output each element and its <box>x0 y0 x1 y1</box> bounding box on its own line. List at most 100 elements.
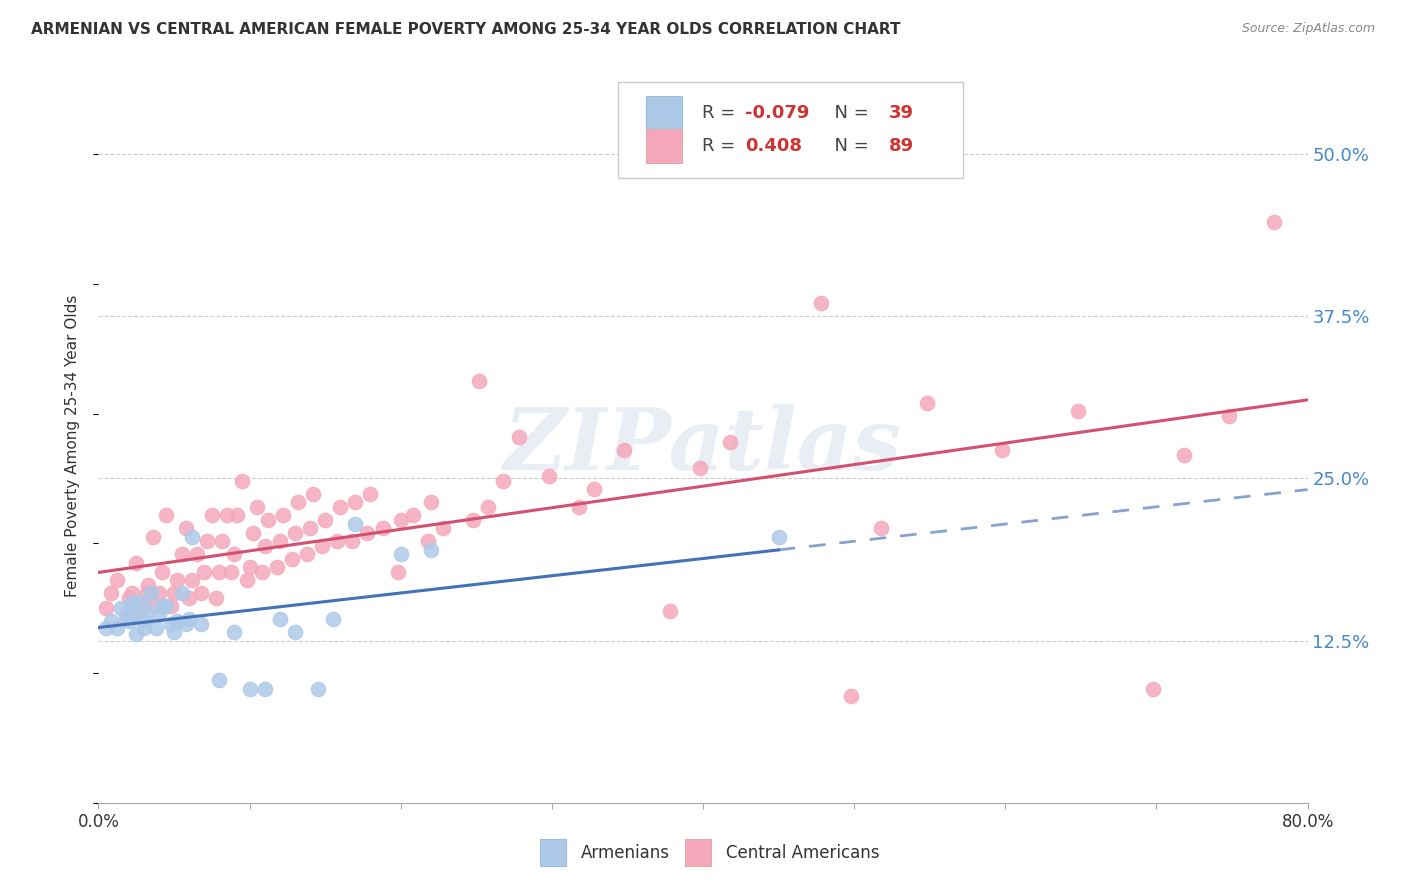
Point <box>463 513 485 527</box>
Point <box>1142 681 1164 696</box>
Text: ZIPatlas: ZIPatlas <box>503 404 903 488</box>
Point <box>235 573 257 587</box>
Point <box>166 614 188 628</box>
Point <box>125 556 148 570</box>
FancyBboxPatch shape <box>647 129 682 163</box>
Point <box>155 508 177 522</box>
Point <box>128 607 150 622</box>
Point <box>287 495 309 509</box>
Point <box>125 627 148 641</box>
Point <box>215 508 238 522</box>
Point <box>181 573 204 587</box>
Point <box>537 468 560 483</box>
Point <box>689 461 711 475</box>
Point <box>105 621 128 635</box>
Point <box>174 616 197 631</box>
FancyBboxPatch shape <box>619 82 963 178</box>
Point <box>150 599 173 613</box>
Point <box>94 601 117 615</box>
Point <box>135 585 157 599</box>
Point <box>179 611 201 625</box>
Point <box>284 624 307 639</box>
Point <box>299 521 322 535</box>
Point <box>242 525 264 540</box>
Y-axis label: Female Poverty Among 25-34 Year Olds: Female Poverty Among 25-34 Year Olds <box>65 295 80 597</box>
Point <box>250 565 273 579</box>
Point <box>132 599 155 613</box>
Point <box>468 374 491 388</box>
Point <box>326 533 349 548</box>
Point <box>568 500 591 514</box>
Point <box>186 547 208 561</box>
Point <box>613 442 636 457</box>
Point <box>155 599 177 613</box>
Point <box>166 573 188 587</box>
Text: N =: N = <box>823 103 875 121</box>
Point <box>416 533 439 548</box>
Point <box>839 690 862 704</box>
FancyBboxPatch shape <box>540 839 567 866</box>
Text: 39: 39 <box>889 103 914 121</box>
Point <box>226 508 249 522</box>
Point <box>142 530 165 544</box>
Point <box>311 539 333 553</box>
Text: R =: R = <box>702 103 741 121</box>
Point <box>174 521 197 535</box>
Point <box>110 601 132 615</box>
Point <box>271 508 294 522</box>
Point <box>163 585 186 599</box>
Point <box>329 500 352 514</box>
Point <box>193 565 215 579</box>
Point <box>190 585 212 599</box>
Point <box>129 595 152 609</box>
Point <box>181 530 204 544</box>
Point <box>302 487 325 501</box>
Point <box>420 542 443 557</box>
Text: 0.408: 0.408 <box>745 137 803 155</box>
Point <box>190 616 212 631</box>
Point <box>150 565 173 579</box>
Point <box>211 533 233 548</box>
Point <box>420 495 443 509</box>
Point <box>768 530 790 544</box>
Point <box>284 525 307 540</box>
Point <box>201 508 224 522</box>
Point <box>256 513 278 527</box>
Point <box>136 604 159 618</box>
Point <box>342 533 364 548</box>
Point <box>1263 214 1285 228</box>
Point <box>170 547 193 561</box>
Point <box>121 595 143 609</box>
Point <box>583 482 606 496</box>
Point <box>114 607 136 622</box>
Point <box>129 611 152 625</box>
Point <box>121 585 143 599</box>
Point <box>508 430 530 444</box>
Point <box>307 681 329 696</box>
Point <box>148 585 170 599</box>
Point <box>718 435 741 450</box>
Point <box>810 296 832 310</box>
Point <box>239 681 262 696</box>
Point <box>163 624 186 639</box>
Point <box>145 621 167 635</box>
Point <box>145 599 167 613</box>
Text: R =: R = <box>702 137 747 155</box>
Point <box>253 539 276 553</box>
Point <box>387 565 409 579</box>
Point <box>314 513 336 527</box>
Point <box>160 616 183 631</box>
Point <box>269 533 291 548</box>
Point <box>281 552 304 566</box>
Point <box>195 533 218 548</box>
Point <box>360 487 382 501</box>
Point <box>402 508 425 522</box>
FancyBboxPatch shape <box>685 839 711 866</box>
Point <box>136 578 159 592</box>
Point <box>134 614 156 628</box>
Point <box>205 591 228 605</box>
Text: Central Americans: Central Americans <box>725 844 880 862</box>
Point <box>100 585 122 599</box>
Point <box>253 681 276 696</box>
Text: Armenians: Armenians <box>581 844 669 862</box>
